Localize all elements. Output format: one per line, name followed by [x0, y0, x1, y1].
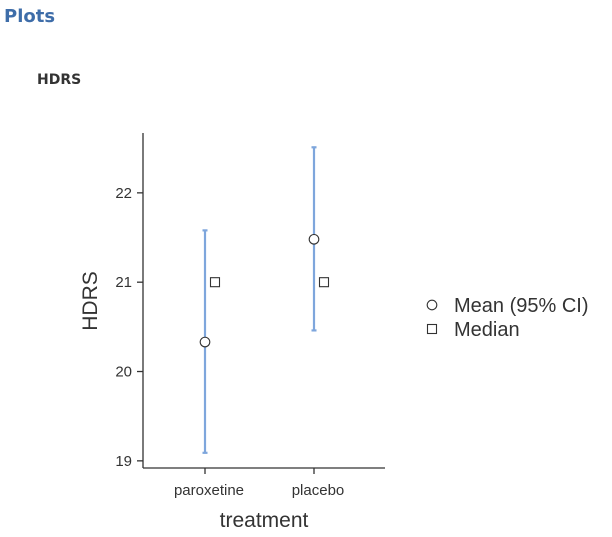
y-tick-label: 21: [115, 274, 132, 291]
chart-legend: Mean (95% CI)Median: [426, 295, 589, 341]
mean-point: [308, 233, 320, 245]
chart-marks: [199, 146, 330, 454]
legend-mean-marker: [426, 299, 438, 311]
legend-median-label: Median: [454, 319, 520, 341]
median-point: [318, 277, 330, 288]
x-tick-label: paroxetine: [174, 482, 244, 499]
legend-mean-label: Mean (95% CI): [454, 295, 589, 317]
x-tick-label: placebo: [292, 482, 345, 499]
y-tick-label: 22: [115, 185, 132, 202]
x-axis-title: treatment: [220, 509, 309, 532]
y-tick-label: 19: [115, 453, 132, 470]
y-tick-label: 20: [115, 364, 132, 381]
section-title: Plots: [4, 6, 56, 27]
mean-point: [199, 336, 211, 348]
legend-median-marker: [426, 323, 438, 335]
y-axis-title: HDRS: [79, 271, 102, 331]
median-point: [209, 277, 221, 288]
chart-axes: 19 20 21 22 paroxetine placebo treatment HDRS: [79, 133, 385, 532]
plot-title: HDRS: [37, 72, 82, 88]
